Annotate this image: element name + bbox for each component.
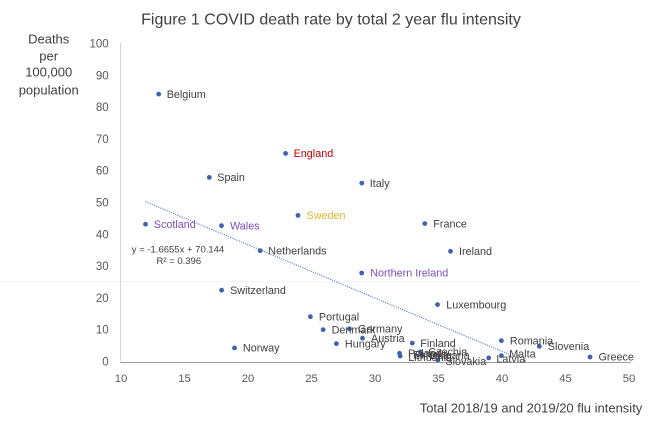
- svg-text:90: 90: [96, 70, 109, 82]
- svg-text:Slovenia: Slovenia: [548, 341, 589, 353]
- svg-text:Austria: Austria: [371, 333, 405, 345]
- svg-text:France: France: [433, 218, 467, 230]
- svg-text:20: 20: [242, 373, 255, 385]
- svg-text:Germany: Germany: [358, 324, 403, 336]
- svg-text:50: 50: [96, 198, 109, 210]
- svg-text:population: population: [19, 82, 79, 97]
- svg-text:Estonia: Estonia: [413, 350, 449, 362]
- svg-text:Total 2018/19 and 2019/20 flu: Total 2018/19 and 2019/20 flu intensity: [420, 400, 643, 415]
- svg-text:Scotland: Scotland: [154, 219, 196, 231]
- svg-text:Spain: Spain: [217, 172, 245, 184]
- svg-text:Italy: Italy: [370, 178, 390, 190]
- svg-text:0: 0: [102, 357, 108, 369]
- svg-text:Deaths: Deaths: [28, 32, 70, 47]
- svg-text:50: 50: [623, 373, 636, 385]
- svg-text:30: 30: [369, 373, 382, 385]
- svg-text:Wales: Wales: [230, 220, 260, 232]
- svg-text:Switzerland: Switzerland: [230, 285, 286, 297]
- svg-text:Lithuania: Lithuania: [408, 352, 452, 364]
- svg-text:Luxembourg: Luxembourg: [446, 299, 506, 311]
- svg-text:40: 40: [496, 373, 509, 385]
- svg-text:15: 15: [178, 373, 191, 385]
- svg-text:100,000: 100,000: [25, 65, 72, 80]
- svg-text:Denmark: Denmark: [332, 324, 376, 336]
- svg-text:Malta: Malta: [509, 348, 535, 360]
- svg-text:y = -1.6655x + 70.144: y = -1.6655x + 70.144: [132, 244, 224, 255]
- svg-text:Hungary: Hungary: [345, 338, 386, 350]
- svg-text:25: 25: [305, 373, 318, 385]
- svg-text:Norway: Norway: [243, 343, 280, 355]
- svg-text:Sweden: Sweden: [307, 210, 346, 222]
- svg-text:per: per: [39, 49, 58, 64]
- svg-text:Finland: Finland: [420, 338, 455, 350]
- svg-text:30: 30: [96, 261, 109, 273]
- svg-text:60: 60: [96, 166, 109, 178]
- svg-text:45: 45: [559, 373, 572, 385]
- svg-text:Latvia: Latvia: [496, 353, 525, 365]
- svg-text:England: England: [294, 148, 334, 160]
- svg-text:Czechia: Czechia: [428, 347, 467, 359]
- svg-text:80: 80: [96, 102, 109, 114]
- svg-text:Ireland: Ireland: [459, 246, 492, 258]
- svg-text:Belgium: Belgium: [167, 89, 206, 101]
- svg-text:10: 10: [115, 373, 128, 385]
- svg-text:70: 70: [96, 134, 109, 146]
- svg-text:Poland: Poland: [408, 348, 442, 360]
- svg-text:Bulgaria: Bulgaria: [430, 350, 470, 362]
- svg-text:Portugal: Portugal: [319, 311, 359, 323]
- svg-text:100: 100: [90, 39, 109, 51]
- svg-text:35: 35: [432, 373, 445, 385]
- svg-text:Romania: Romania: [510, 335, 553, 347]
- svg-text:R² = 0.396: R² = 0.396: [156, 256, 201, 267]
- svg-text:Figure 1 COVID death rate by t: Figure 1 COVID death rate by total 2 yea…: [141, 12, 521, 29]
- svg-text:Netherlands: Netherlands: [268, 246, 327, 258]
- svg-text:Slovakia: Slovakia: [445, 356, 486, 368]
- svg-text:20: 20: [96, 293, 109, 305]
- svg-text:10: 10: [96, 325, 109, 337]
- svg-text:Northern Ireland: Northern Ireland: [370, 268, 448, 280]
- svg-text:Greece: Greece: [599, 352, 634, 364]
- svg-text:40: 40: [96, 229, 109, 241]
